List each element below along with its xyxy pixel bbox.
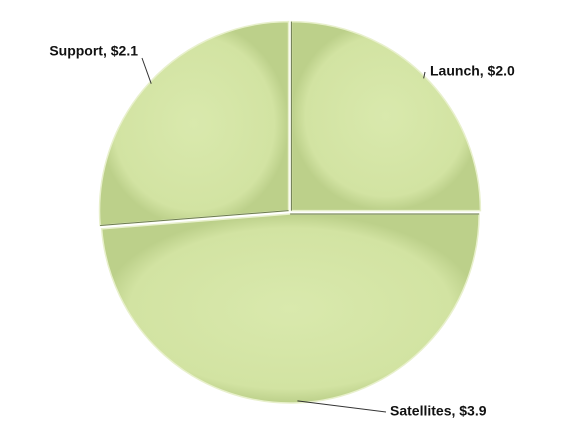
pie-slice	[100, 213, 480, 404]
leader-line	[141, 57, 152, 84]
pie-slice	[290, 20, 482, 212]
leader-line	[297, 400, 387, 413]
pie-slice	[98, 20, 290, 227]
data-label: Launch, $2.0	[430, 63, 515, 79]
leader-line	[423, 71, 426, 79]
data-label: Support, $2.1	[49, 43, 138, 59]
slice-edge	[100, 210, 289, 226]
data-label: Satellites, $3.9	[390, 403, 487, 419]
